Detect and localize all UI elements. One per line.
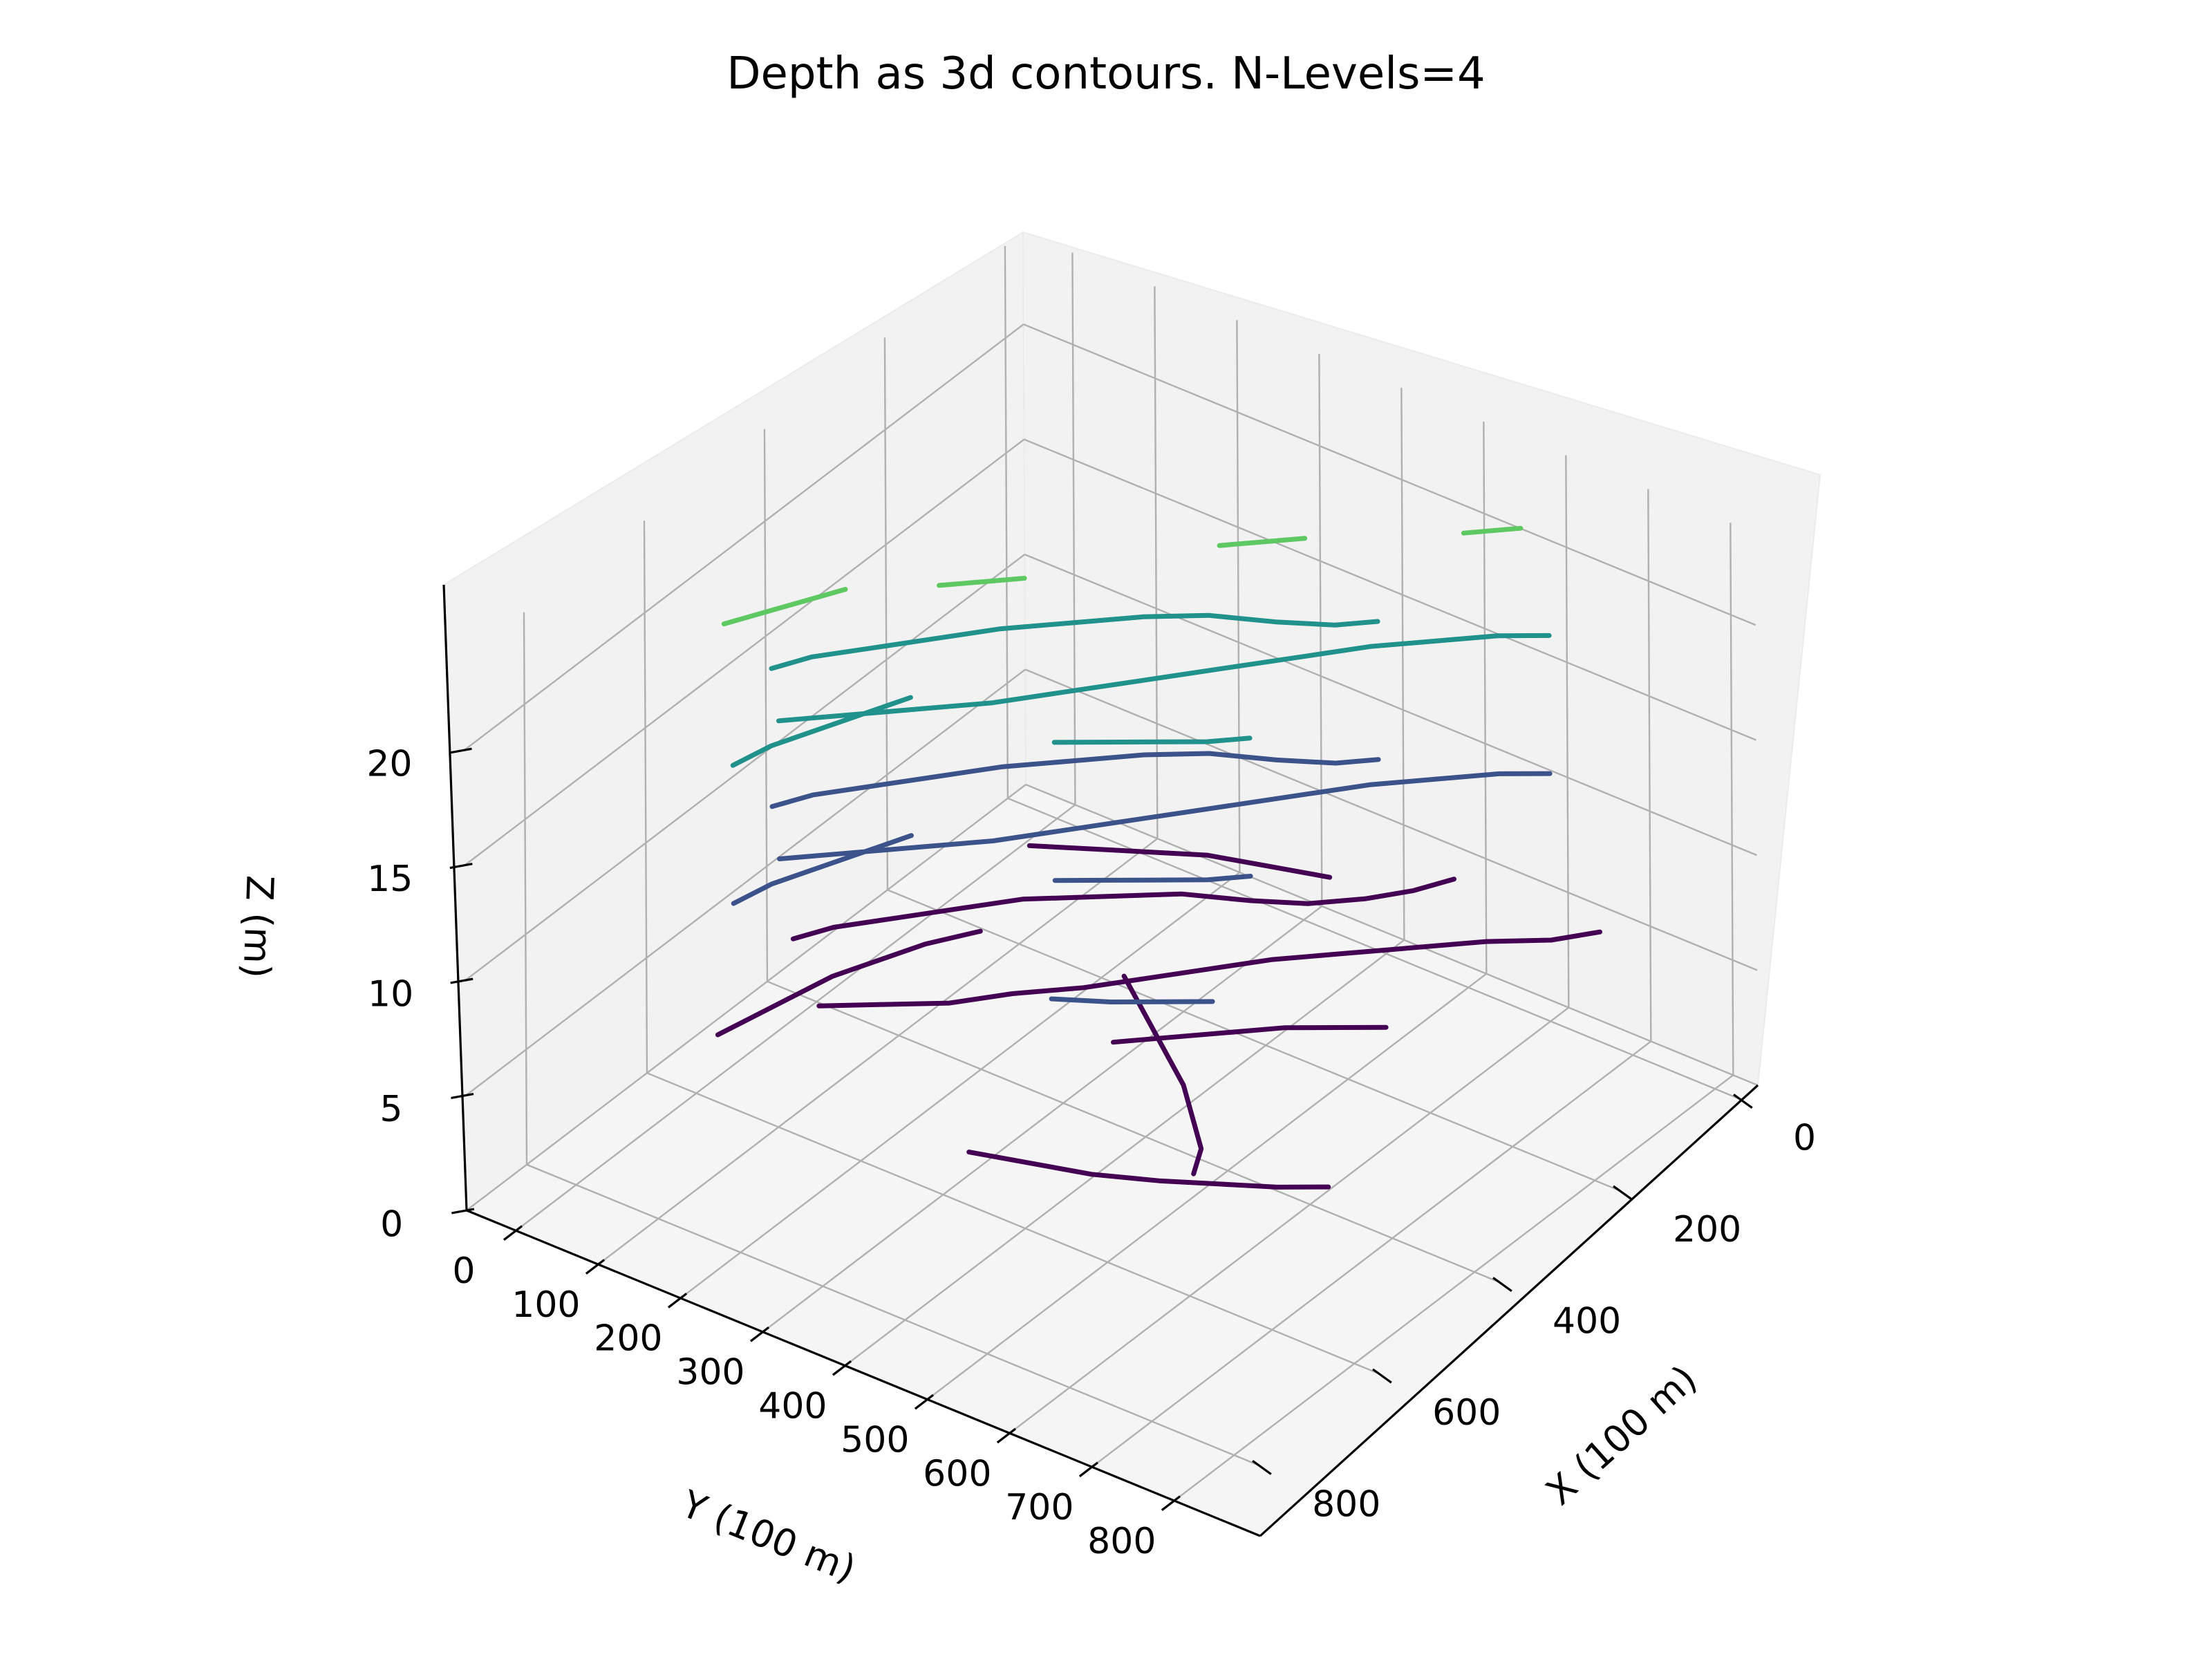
contour-lines: [715, 525, 1602, 1190]
contour-line-level-24: [721, 587, 848, 627]
x-axis-tick: [1733, 1094, 1753, 1109]
x-axis-tick: [1492, 1277, 1512, 1292]
contour-level-24: [721, 525, 1524, 627]
z-axis-label: Z (m): [234, 874, 281, 979]
z-grid-line-left-wall: [466, 784, 1027, 1211]
y-axis-tick: [503, 1225, 523, 1241]
contour-line-level-6: [790, 877, 1456, 941]
z-axis-tick-label: 10: [368, 974, 413, 1015]
z-axis-tick: [449, 863, 473, 870]
axis-ticks: 0 200 400 600 800 0 100 200 300 400 500 600 700 800 0 5…: [366, 744, 1816, 1562]
y-grid-line-floor: [844, 939, 1405, 1367]
contour-line-level-6: [1121, 973, 1204, 1177]
x-axis-tick: [1252, 1460, 1272, 1475]
x-axis-tick-label: 400: [1553, 1300, 1621, 1342]
panes: [442, 231, 1821, 1537]
z-axis-tick-label: 0: [380, 1204, 403, 1246]
contour-line-level-12: [731, 833, 914, 906]
contour-level-18: [730, 612, 1552, 768]
y-grid-line-floor: [515, 804, 1076, 1232]
z-axis-tick-label: 5: [379, 1089, 402, 1130]
z-axis-tick-label: 20: [366, 744, 412, 785]
y-axis-tick-label: 600: [923, 1453, 991, 1494]
grid-lines: [463, 245, 1759, 1502]
contour-level-12: [731, 751, 1553, 1004]
contour-line-level-6: [816, 929, 1602, 1009]
z-axis-tick: [451, 1208, 475, 1215]
chart-title: Depth as 3d contours. N-Levels=4: [727, 48, 1485, 100]
contour-line-level-18: [776, 632, 1552, 724]
contour-line-level-18: [1051, 735, 1253, 745]
y-grid-line-floor: [1091, 1040, 1652, 1468]
contour-line-level-24: [937, 576, 1027, 588]
y-axis-tick: [1078, 1461, 1099, 1478]
z-grid-line-right-wall: [1025, 783, 1759, 1087]
y-axis-tick: [996, 1427, 1017, 1444]
z-axis-line: [442, 584, 468, 1211]
x-axis-tick: [1613, 1185, 1633, 1201]
contour-line-level-18: [769, 612, 1380, 671]
contour-line-level-24: [1461, 525, 1524, 536]
y-axis-tick-label: 500: [841, 1419, 909, 1461]
z-grid-line-right-wall: [1024, 438, 1756, 741]
y-axis-tick-label: 700: [1005, 1487, 1074, 1528]
y-axis-tick: [667, 1293, 688, 1309]
x-axis-tick-label: 0: [1793, 1117, 1816, 1159]
x-grid-line-floor: [767, 980, 1500, 1283]
z-grid-line-left-wall: [464, 438, 1025, 866]
contour-level-6: [715, 843, 1602, 1190]
y-axis-tick-label: 100: [512, 1284, 580, 1326]
y-grid-line-floor: [1173, 1074, 1734, 1502]
x-axis-tick: [1372, 1368, 1392, 1384]
y-axis-tick-label: 400: [758, 1386, 827, 1427]
contour-line-level-12: [769, 751, 1381, 809]
contour-line-level-12: [1049, 996, 1215, 1004]
y-axis-tick: [914, 1394, 935, 1410]
z-axis-tick: [451, 1093, 474, 1100]
z-grid-line-right-wall: [1024, 668, 1758, 971]
x-grid-line-floor: [887, 889, 1620, 1192]
contour-line-level-6: [966, 1150, 1331, 1190]
y-grid-line-floor: [1009, 1006, 1570, 1434]
z-axis-tick: [449, 747, 472, 754]
z-grid-line-left-wall: [465, 554, 1026, 982]
y-axis-tick: [585, 1259, 606, 1275]
y-axis-tick-label: 800: [1087, 1521, 1156, 1562]
contour-line-level-12: [777, 771, 1553, 861]
y-grid-line-floor: [679, 872, 1241, 1300]
x-axis-tick-label: 200: [1673, 1209, 1741, 1250]
contour-line-level-24: [1217, 536, 1308, 548]
contour-line-level-6: [1111, 1024, 1389, 1045]
y-grid-line-floor: [597, 838, 1159, 1266]
x-grid-line-floor: [646, 1072, 1380, 1375]
x-grid-line-floor: [526, 1163, 1259, 1466]
contour-line-level-18: [730, 695, 913, 768]
y-axis-tick-label: 300: [676, 1352, 744, 1394]
y-axis-tick-label: 200: [594, 1318, 662, 1360]
z-axis-tick-label: 15: [367, 859, 413, 900]
z-grid-line-left-wall: [463, 324, 1024, 751]
x-axis-tick-label: 600: [1432, 1392, 1501, 1434]
y-axis-tick: [1161, 1495, 1181, 1511]
contour-line-level-6: [715, 928, 983, 1038]
z-grid-line-right-wall: [1023, 324, 1756, 626]
y-grid-line-floor: [926, 973, 1488, 1400]
y-grid-line-floor: [762, 906, 1323, 1333]
y-axis-tick: [749, 1327, 770, 1342]
y-axis-tick: [832, 1360, 852, 1376]
x-axis-line: [1259, 1084, 1759, 1537]
z-grid-line-left-wall: [465, 668, 1026, 1096]
y-axis-tick-label: 0: [452, 1250, 475, 1292]
contour-line-level-6: [1027, 843, 1333, 880]
z-axis-tick: [450, 977, 474, 984]
x-axis-tick-label: 800: [1312, 1483, 1380, 1525]
contour-line-level-12: [1052, 874, 1253, 883]
z-grid-line-right-wall: [1024, 553, 1757, 856]
